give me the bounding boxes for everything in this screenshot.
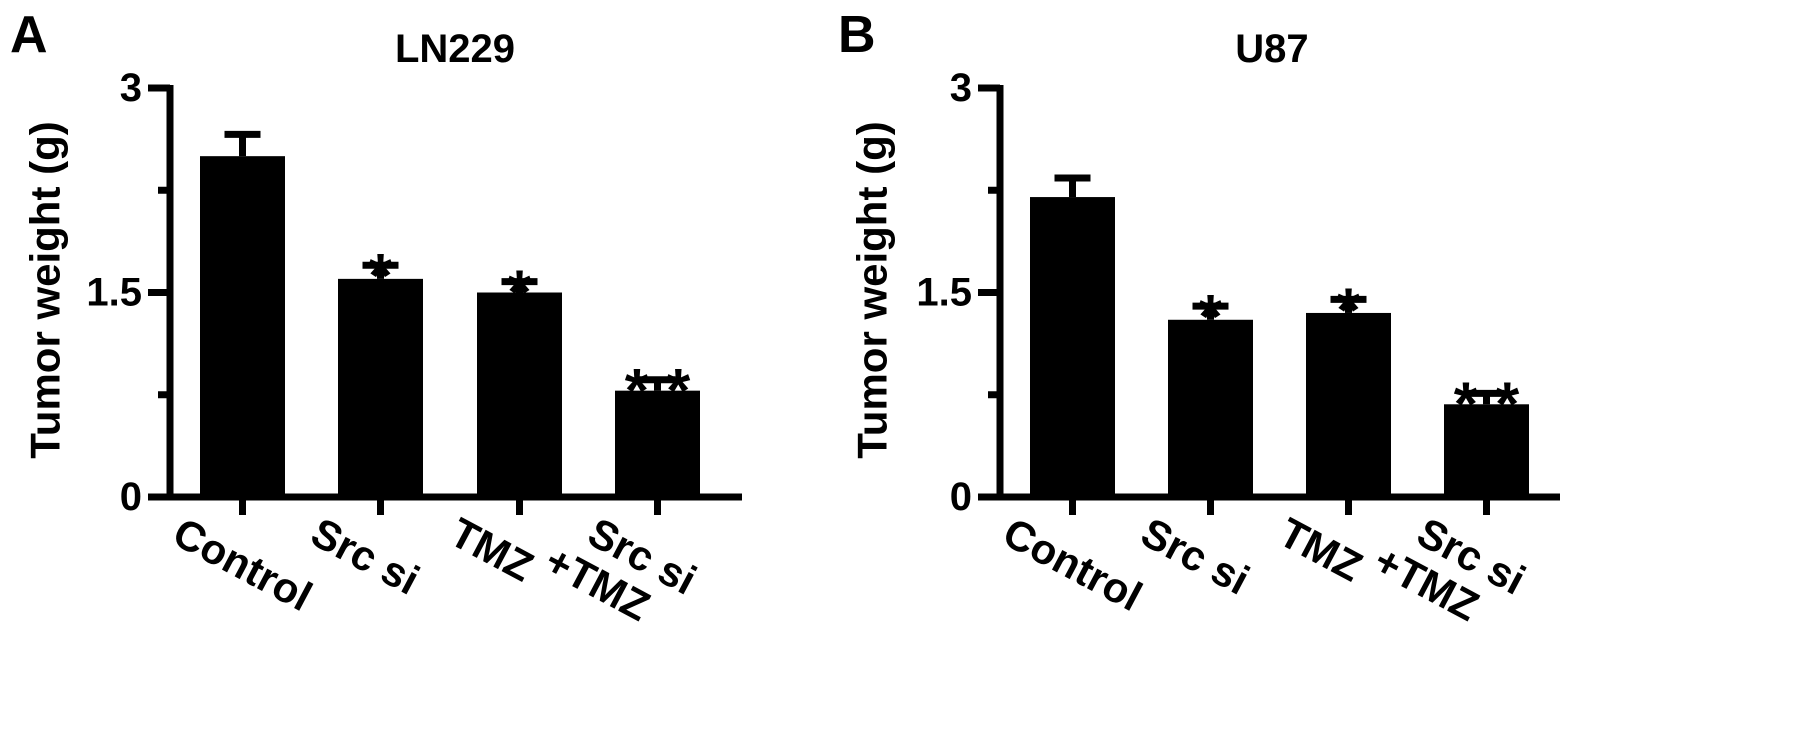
category-label-line: Src si bbox=[1134, 508, 1257, 603]
y-tick-label: 1.5 bbox=[916, 271, 972, 315]
y-axis-label: Tumor weight (g) bbox=[849, 121, 896, 459]
category-label-line: TMZ bbox=[443, 508, 541, 590]
panel-a-lN229-chart: A LN229 Tumor weight (g) Control * Src si * TMZ… bbox=[10, 6, 742, 644]
category-label-line: TMZ bbox=[1272, 508, 1370, 590]
bar bbox=[1306, 312, 1391, 497]
y-axis-label: Tumor weight (g) bbox=[22, 121, 69, 459]
bar bbox=[477, 292, 562, 497]
panel-letter: B bbox=[838, 6, 876, 64]
category-label: Control bbox=[166, 508, 320, 620]
category-label-line: Src si bbox=[304, 508, 427, 603]
category-label-line: Control bbox=[996, 508, 1150, 620]
bar bbox=[1030, 197, 1115, 498]
significance-marker: * bbox=[1336, 276, 1361, 345]
y-tick-label: 3 bbox=[950, 66, 972, 110]
significance-marker: * * bbox=[625, 357, 691, 426]
significance-marker: * * bbox=[1454, 370, 1520, 439]
bar bbox=[615, 390, 700, 497]
significance-marker: * bbox=[368, 242, 393, 311]
category-label: TMZ bbox=[1272, 508, 1370, 590]
bar bbox=[1444, 404, 1529, 497]
panel-letter: A bbox=[10, 6, 48, 64]
category-label: Src si+TMZ bbox=[538, 497, 704, 644]
y-tick-label: 1.5 bbox=[86, 271, 142, 315]
significance-marker: * bbox=[507, 259, 532, 328]
panel-title: U87 bbox=[1235, 27, 1308, 71]
y-tick-label: 3 bbox=[120, 66, 142, 110]
significance-marker: * bbox=[1198, 283, 1223, 352]
y-tick-label: 0 bbox=[950, 475, 972, 519]
category-label: Src si bbox=[1134, 508, 1257, 603]
bar bbox=[1168, 319, 1253, 497]
panel-b-u87-chart: B U87 Tumor weight (g) Control * Src si * TMZ * … bbox=[838, 6, 1560, 644]
category-label: TMZ bbox=[443, 508, 541, 590]
category-label: Control bbox=[996, 508, 1150, 620]
category-label: Src si+TMZ bbox=[1367, 497, 1533, 644]
category-label: Src si bbox=[304, 508, 427, 603]
bar bbox=[338, 278, 423, 497]
category-label-line: Control bbox=[166, 508, 320, 620]
y-tick-label: 0 bbox=[120, 475, 142, 519]
panel-title: LN229 bbox=[395, 27, 515, 71]
bar bbox=[200, 156, 285, 497]
